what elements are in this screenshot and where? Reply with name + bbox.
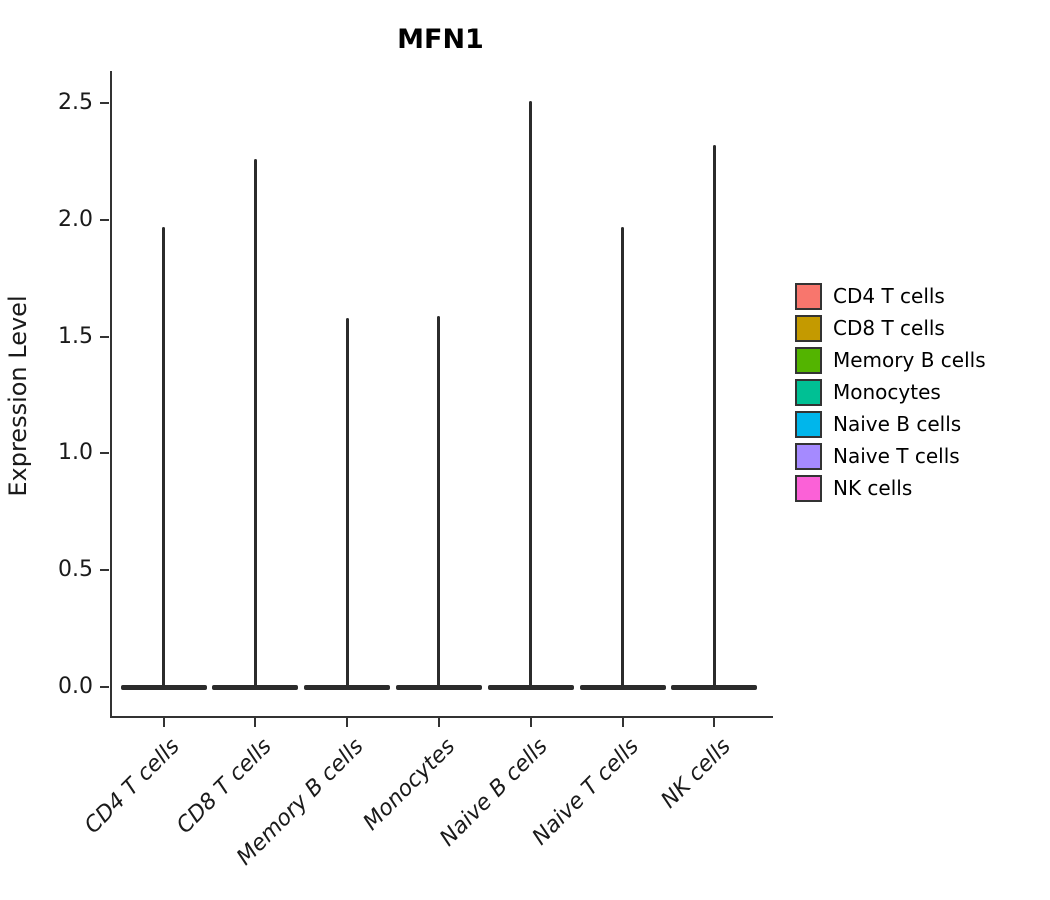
plot-panel bbox=[110, 71, 773, 718]
x-tick-label: CD4 T cells bbox=[80, 734, 186, 839]
legend-item: Memory B cells bbox=[795, 347, 986, 374]
legend-item-label: Naive T cells bbox=[833, 444, 960, 468]
violin-naive-t-cells bbox=[621, 226, 624, 687]
x-tick-mark bbox=[529, 718, 532, 727]
y-tick-label: 1.0 bbox=[58, 440, 93, 466]
legend-item-label: Naive B cells bbox=[833, 412, 962, 436]
legend-color-key bbox=[795, 347, 822, 374]
x-tick-label: NK cells bbox=[656, 734, 736, 814]
x-tick-mark bbox=[346, 718, 349, 727]
y-axis-title: Expression Level bbox=[4, 295, 32, 497]
chart-title: MFN1 bbox=[397, 24, 484, 55]
x-tick-mark bbox=[162, 718, 165, 727]
legend-color-key bbox=[795, 411, 822, 438]
legend-color-key bbox=[795, 283, 822, 310]
y-tick-mark bbox=[100, 686, 109, 688]
x-tick-label: Monocytes bbox=[359, 734, 461, 836]
legend-item: CD8 T cells bbox=[795, 315, 986, 342]
violin-base-naive-t-cells bbox=[579, 684, 666, 690]
violin-cd8-t-cells bbox=[253, 159, 257, 687]
violin-base-memory-b-cells bbox=[304, 684, 391, 690]
x-tick-mark bbox=[713, 718, 716, 727]
violin-memory-b-cells bbox=[345, 317, 349, 687]
y-tick-mark bbox=[100, 102, 109, 104]
y-tick-mark bbox=[100, 452, 109, 455]
x-tick-mark bbox=[621, 718, 624, 727]
legend-color-key bbox=[795, 315, 822, 342]
y-tick-label: 0.0 bbox=[58, 674, 93, 699]
legend: CD4 T cells CD8 T cells Memory B cells Mono… bbox=[795, 283, 986, 507]
legend-color-key bbox=[795, 475, 822, 502]
y-tick-label: 1.5 bbox=[58, 323, 93, 349]
legend-item-label: CD4 T cells bbox=[833, 284, 945, 308]
violin-base-naive-b-cells bbox=[487, 684, 574, 690]
violin-base-cd8-t-cells bbox=[212, 684, 299, 690]
x-tick-mark bbox=[254, 718, 257, 727]
violin-base-cd4-t-cells bbox=[120, 684, 207, 690]
y-tick-mark bbox=[100, 218, 109, 221]
legend-item-label: Monocytes bbox=[833, 380, 941, 404]
legend-item-label: Memory B cells bbox=[833, 348, 986, 372]
legend-item: Naive T cells bbox=[795, 443, 986, 470]
legend-item: NK cells bbox=[795, 475, 986, 502]
violin-monocytes bbox=[437, 315, 441, 687]
legend-color-key bbox=[795, 379, 822, 406]
legend-item: Monocytes bbox=[795, 379, 986, 406]
violin-nk-cells bbox=[712, 145, 716, 687]
x-tick-mark bbox=[437, 718, 440, 727]
legend-item-label: NK cells bbox=[833, 476, 913, 500]
y-tick-label: 0.5 bbox=[58, 557, 93, 583]
legend-item-label: CD8 T cells bbox=[833, 316, 945, 340]
y-tick-label: 2.0 bbox=[58, 206, 93, 232]
violin-cd4-t-cells bbox=[162, 226, 165, 687]
legend-color-key bbox=[795, 443, 822, 470]
legend-item: Naive B cells bbox=[795, 411, 986, 438]
violin-base-nk-cells bbox=[671, 684, 758, 690]
y-tick-mark bbox=[100, 335, 109, 338]
legend-item: CD4 T cells bbox=[795, 283, 986, 310]
y-tick-label: 2.5 bbox=[58, 90, 93, 115]
y-tick-mark bbox=[100, 569, 109, 572]
violin-naive-b-cells bbox=[529, 100, 533, 687]
violin-base-monocytes bbox=[395, 684, 482, 690]
